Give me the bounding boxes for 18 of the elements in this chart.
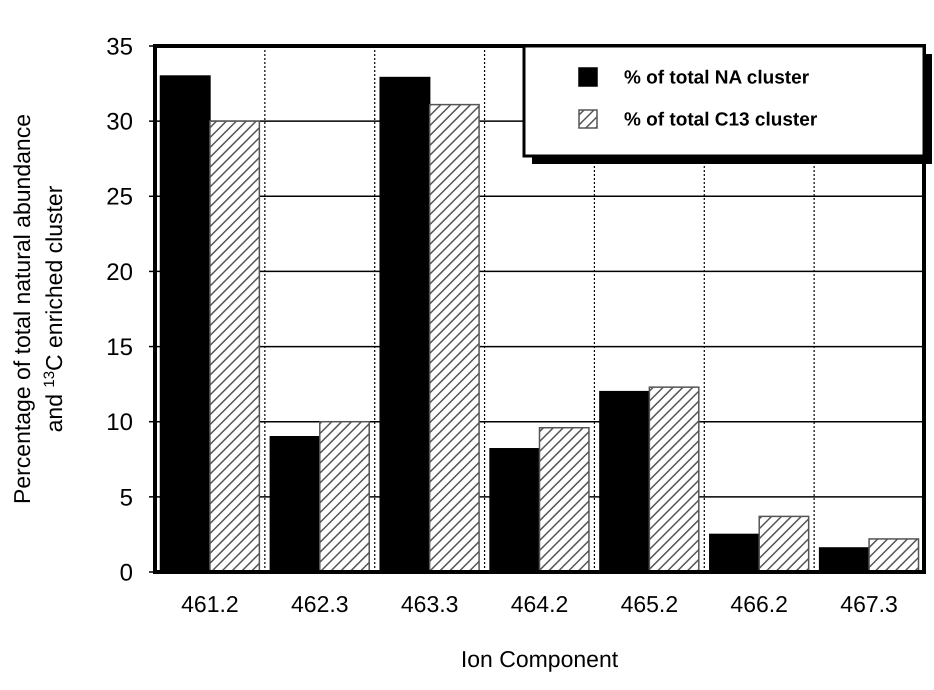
x-tick-label: 465.2: [620, 591, 678, 617]
y-tick-label: 5: [120, 484, 133, 512]
x-axis-title: Ion Component: [460, 646, 619, 672]
y-tick-label: 25: [106, 184, 133, 211]
y-tick-label: 10: [106, 409, 133, 436]
y-tick-label: 0: [120, 559, 133, 586]
x-tick-label: 461.2: [181, 591, 239, 617]
y-tick-label: 35: [106, 33, 133, 60]
y-tick-label: 30: [106, 108, 133, 136]
x-tick-label: 466.2: [730, 591, 788, 617]
y-tick-label: 15: [106, 334, 133, 361]
x-tick-label: 467.3: [840, 591, 898, 617]
y-tick-label: 20: [106, 258, 133, 286]
x-tick-label: 463.3: [400, 591, 458, 617]
legend-label: % of total C13 cluster: [624, 110, 818, 131]
legend-label: % of total NA cluster: [624, 68, 810, 89]
x-tick-label: 462.3: [291, 591, 349, 617]
x-tick-label: 464.2: [510, 591, 568, 617]
